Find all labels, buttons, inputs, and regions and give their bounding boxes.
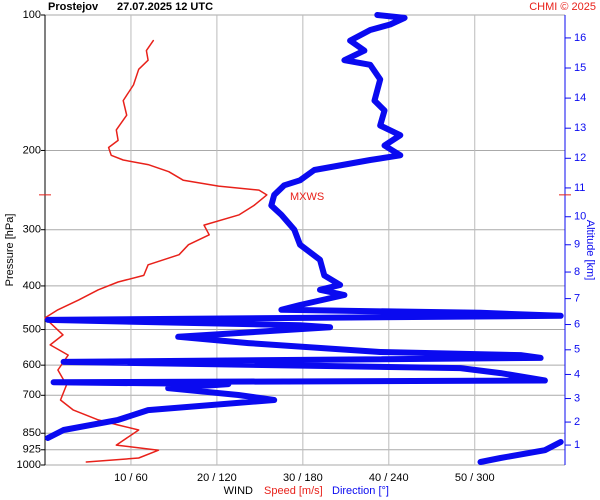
y2-tick-label: 15 bbox=[574, 62, 586, 74]
mxws-label: MXWS bbox=[290, 191, 324, 203]
y-tick-label: 500 bbox=[23, 323, 41, 335]
y-tick-label: 925 bbox=[23, 444, 41, 456]
y-tick-label: 600 bbox=[23, 359, 41, 371]
y2-tick-label: 4 bbox=[574, 368, 580, 380]
x-tick-label: 50 / 300 bbox=[455, 472, 495, 484]
y-tick-label: 100 bbox=[23, 9, 41, 21]
y-axis-label: Pressure [hPa] bbox=[4, 214, 16, 287]
y2-tick-label: 2 bbox=[574, 416, 580, 428]
speed-line bbox=[44, 39, 268, 463]
x-tick-label: 10 / 60 bbox=[114, 472, 148, 484]
y-tick-label: 1000 bbox=[17, 459, 41, 471]
y-tick-label: 700 bbox=[23, 389, 41, 401]
y2-tick-label: 8 bbox=[574, 266, 580, 278]
y2-tick-label: 11 bbox=[574, 182, 585, 194]
y2-tick-label: 14 bbox=[574, 92, 586, 104]
direction-line bbox=[44, 12, 564, 465]
x-tick-label: 40 / 240 bbox=[369, 472, 409, 484]
y2-tick-label: 6 bbox=[574, 318, 580, 330]
y2-tick-label: 13 bbox=[574, 122, 586, 134]
y2-tick-label: 1 bbox=[574, 439, 580, 451]
y2-axis-label: Altitude [km] bbox=[584, 220, 596, 281]
legend-speed: Speed [m/s] bbox=[264, 485, 323, 497]
y2-tick-label: 3 bbox=[574, 392, 580, 404]
x-axis-prefix: WIND bbox=[224, 485, 253, 497]
x-tick-label: 30 / 180 bbox=[283, 472, 323, 484]
y2-tick-label: 12 bbox=[574, 152, 586, 164]
y-tick-label: 300 bbox=[23, 224, 41, 236]
y2-tick-label: 9 bbox=[574, 239, 580, 251]
station: Prostejov bbox=[48, 1, 99, 13]
y2-tick-label: 5 bbox=[574, 344, 580, 356]
y2-tick-label: 10 bbox=[574, 211, 586, 223]
datetime: 27.07.2025 12 UTC bbox=[117, 1, 213, 13]
y2-tick-label: 7 bbox=[574, 293, 580, 305]
y2-tick-label: 16 bbox=[574, 32, 586, 44]
y-tick-label: 400 bbox=[23, 280, 41, 292]
credit: CHMI © 2025 bbox=[529, 1, 596, 13]
legend-direction: Direction [°] bbox=[332, 485, 389, 497]
x-tick-label: 20 / 120 bbox=[197, 472, 237, 484]
y-tick-label: 850 bbox=[23, 427, 41, 439]
y-tick-label: 200 bbox=[23, 144, 41, 156]
